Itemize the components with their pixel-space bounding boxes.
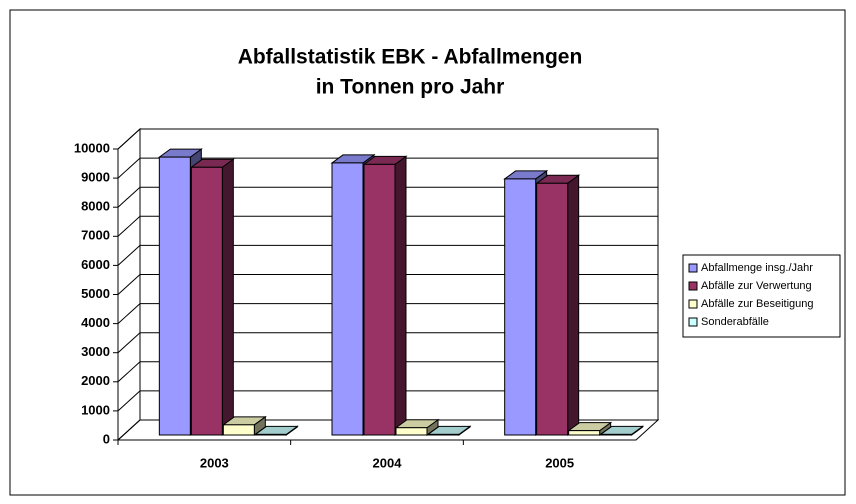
legend-label: Abfälle zur Verwertung xyxy=(701,280,812,292)
y-tick-label: 7000 xyxy=(81,228,110,243)
legend-label: Sonderabfälle xyxy=(701,316,769,328)
bar-front xyxy=(254,433,287,436)
grid-line xyxy=(117,361,658,383)
legend-label: Abfallmenge insg./Jahr xyxy=(701,262,813,274)
bar-front xyxy=(395,427,428,436)
chart-title: in Tonnen pro Jahr xyxy=(316,76,505,99)
grid-line xyxy=(117,215,658,237)
bar xyxy=(426,425,472,436)
bar-front xyxy=(600,433,633,436)
bar-front xyxy=(568,430,601,436)
bar xyxy=(567,421,613,436)
chart-title: Abfallstatistik EBK - Abfallmengen xyxy=(238,46,583,69)
y-tick-label: 4000 xyxy=(81,315,110,330)
bar-side xyxy=(394,155,407,436)
bar xyxy=(221,415,267,436)
y-tick-label: 3000 xyxy=(81,344,110,359)
legend-label: Abfälle zur Beseitigung xyxy=(701,298,814,310)
y-tick-label: 1000 xyxy=(81,402,110,417)
y-tick-label: 6000 xyxy=(81,257,110,272)
y-tick-label: 9000 xyxy=(81,170,110,185)
legend xyxy=(682,254,841,338)
bar-front xyxy=(222,424,255,436)
bar xyxy=(599,425,645,436)
bar-side xyxy=(567,174,580,436)
y-tick-label: 10000 xyxy=(74,140,110,155)
bar xyxy=(189,158,235,436)
bar xyxy=(362,155,408,436)
y-tick-label: 2000 xyxy=(81,373,110,388)
bar xyxy=(535,174,581,436)
grid-line xyxy=(117,157,658,179)
x-tick-label: 2003 xyxy=(200,455,229,470)
bar-front xyxy=(504,178,537,436)
y-tick-label: 5000 xyxy=(81,286,110,301)
bar-front xyxy=(536,182,569,436)
bar-front xyxy=(331,162,364,436)
grid-line xyxy=(117,128,658,150)
grid-line xyxy=(117,244,658,266)
bar-front xyxy=(190,166,223,436)
x-tick-label: 2005 xyxy=(545,455,574,470)
y-tick-label: 0 xyxy=(103,431,110,446)
grid-line xyxy=(117,186,658,208)
grid-line xyxy=(117,303,658,324)
grid-line xyxy=(117,274,658,295)
bar-front xyxy=(363,163,396,436)
y-tick-label: 8000 xyxy=(81,199,110,214)
legend-swatch xyxy=(688,317,698,327)
bar-front xyxy=(427,433,460,436)
bar xyxy=(394,418,440,436)
bar-side xyxy=(221,158,234,436)
legend-swatch xyxy=(688,299,698,309)
grid-line xyxy=(117,332,658,354)
bar xyxy=(253,425,299,436)
bar-front xyxy=(158,156,191,436)
grid-line xyxy=(117,390,658,412)
x-tick-label: 2004 xyxy=(373,455,403,470)
legend-swatch xyxy=(688,263,698,273)
legend-swatch xyxy=(688,281,698,291)
grid-line xyxy=(117,419,658,441)
